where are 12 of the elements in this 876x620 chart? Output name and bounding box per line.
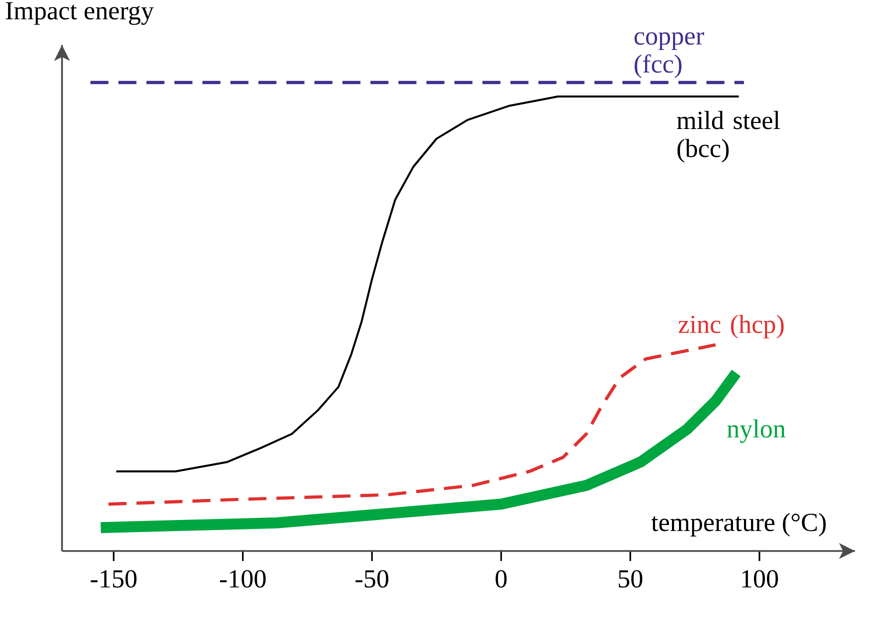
x-tick-label: -150 xyxy=(90,570,137,588)
series-label: nylon xyxy=(727,419,786,444)
x-axis-title: temperature (°C) xyxy=(651,512,826,536)
series-label: zinc (hcp) xyxy=(678,314,784,338)
x-tick-label: 100 xyxy=(742,570,778,588)
x-tick-label: -50 xyxy=(356,570,388,588)
x-tick-label: 50 xyxy=(618,570,642,588)
x-tick-label: -100 xyxy=(220,570,266,588)
x-tick-label: 0 xyxy=(496,570,507,588)
series-label: mild steel (bcc) xyxy=(676,110,780,162)
y-axis-title: Impact energy xyxy=(6,2,154,25)
series-label: copper (fcc) xyxy=(634,32,704,78)
